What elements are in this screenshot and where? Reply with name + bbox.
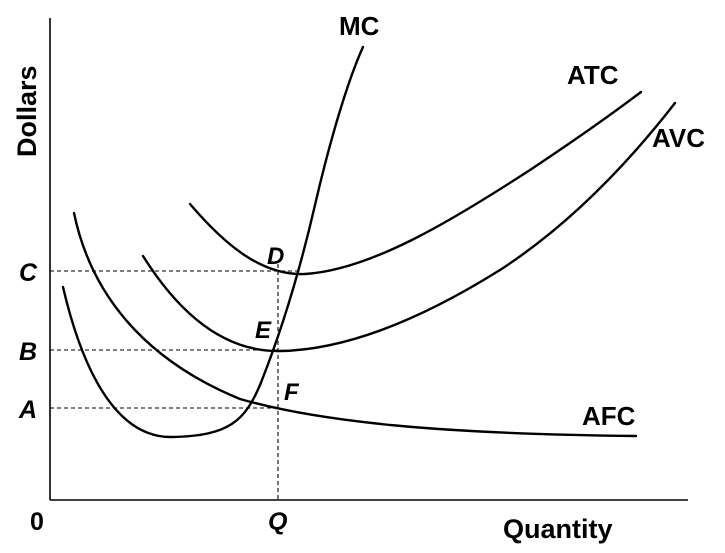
avc-curve	[141, 101, 677, 353]
point-f-label: F	[284, 379, 300, 406]
afc-curve	[72, 211, 638, 438]
mc-label: MC	[339, 11, 380, 41]
avc-label: AVC	[652, 123, 705, 153]
origin-label: 0	[30, 508, 44, 536]
afc-label: AFC	[582, 401, 636, 431]
atc-curve	[188, 90, 643, 276]
x-axis-title: Quantity	[503, 514, 613, 544]
atc-label: ATC	[567, 60, 619, 90]
y-axis-title: Dollars	[12, 65, 42, 157]
point-d-label: D	[267, 243, 284, 270]
mc-curve	[61, 45, 365, 439]
tick-b: B	[19, 338, 37, 366]
point-e-label: E	[255, 317, 272, 344]
tick-a: A	[18, 396, 37, 424]
tick-q: Q	[268, 508, 288, 536]
tick-c: C	[19, 259, 38, 287]
